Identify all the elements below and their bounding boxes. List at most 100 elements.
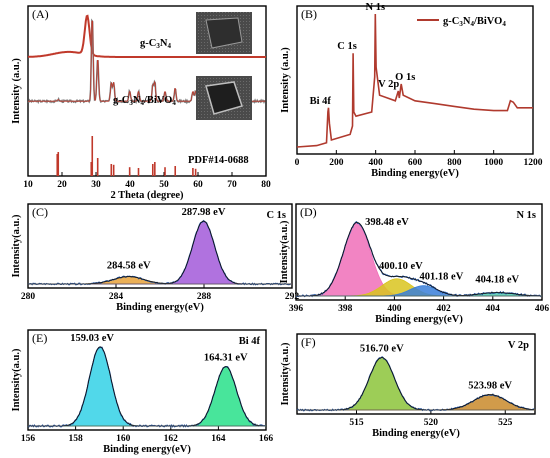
peak-label-d-1: 400.10 eV [379, 261, 423, 272]
x-axis-label-c: Binding energy(eV) [116, 302, 204, 313]
x-tick-label-f-1: 520 [424, 418, 439, 428]
x-tick-label-b-3: 600 [408, 158, 423, 168]
legend-label-s2: 4 [470, 20, 474, 28]
element-label-d: N 1s [516, 210, 536, 221]
x-axis-label-f: Binding energy(eV) [372, 428, 460, 439]
legend-label-s3: 4 [502, 20, 506, 28]
envelope-line-d [296, 222, 542, 297]
peak-annotation-4: O 1s [395, 72, 415, 83]
y-axis-label-c: Intensity(a.u.) [11, 214, 22, 278]
panel-label-a: (A) [32, 7, 49, 21]
sem-particle-gcn [205, 17, 243, 49]
peak-label-c-1: 287.98 eV [182, 207, 226, 218]
envelope-line-c [28, 220, 291, 285]
x-tick-label-a-2: 30 [91, 180, 101, 190]
legend-label: g-C3N4/BiVO4 [443, 16, 506, 28]
panel-frame-d [295, 203, 543, 301]
peak-annotation-1: C 1s [337, 41, 357, 52]
x-tick-label-b-6: 1200 [524, 158, 543, 168]
y-axis-label-e: Intensity(a.u.) [11, 348, 22, 412]
peak-label-c-0: 284.58 eV [107, 261, 151, 272]
element-label-c: C 1s [266, 210, 286, 221]
panel-frame-a [27, 5, 267, 177]
peak-label-e-1: 164.31 eV [204, 353, 248, 364]
series-label-composite-a: g-C [113, 95, 129, 106]
x-tick-label-b-4: 800 [447, 158, 462, 168]
x-tick-label-a-1: 20 [57, 180, 67, 190]
y-axis-label-a: Intensity (a.u.) [11, 58, 22, 124]
x-tick-label-e-5: 166 [259, 434, 274, 444]
x-tick-label-d-5: 406 [535, 304, 550, 314]
element-label-f: V 2p [508, 340, 529, 351]
x-tick-label-e-0: 156 [21, 434, 36, 444]
legend-label-b: N [463, 16, 471, 27]
series-label-gcn-s2: 4 [167, 42, 171, 50]
x-tick-label-e-3: 162 [164, 434, 179, 444]
x-tick-label-b-5: 1000 [484, 158, 503, 168]
series-label-composite-c: /BiVO [143, 95, 172, 106]
panel-label-b: (B) [301, 7, 317, 21]
series-line-gcn [27, 14, 266, 58]
peak-label-d-2: 401.18 eV [420, 272, 464, 283]
legend-label-c: /BiVO [473, 16, 502, 27]
peak-annotation-0: N 1s [365, 2, 385, 13]
x-tick-label-a-7: 80 [261, 180, 271, 190]
element-label-e: Bi 4f [239, 336, 261, 347]
x-axis-label-e: Binding energy(eV) [103, 444, 191, 455]
survey-line [296, 13, 533, 148]
series-label-gcn-b: N [160, 38, 168, 49]
x-tick-label-d-3: 402 [436, 304, 451, 314]
x-tick-label-a-6: 70 [227, 180, 237, 190]
x-axis-label-a: 2 Theta (degree) [110, 190, 184, 201]
series-label-composite-s2: 4 [140, 99, 144, 107]
x-tick-label-c-2: 288 [197, 292, 212, 302]
series-label-composite-s3: 4 [172, 99, 176, 107]
legend-label-a: g-C [443, 16, 459, 27]
panel-label-e: (E) [32, 331, 47, 345]
x-tick-label-b-1: 200 [329, 158, 344, 168]
peak-label-f-0: 516.70 eV [360, 344, 404, 355]
sem-particle-composite [205, 81, 243, 115]
x-tick-label-c-1: 284 [109, 292, 124, 302]
panel-frame-f [296, 333, 536, 415]
x-tick-label-d-0: 396 [289, 304, 304, 314]
x-tick-label-a-0: 10 [23, 180, 33, 190]
peak-annotation-2: Bi 4f [310, 96, 332, 107]
x-tick-label-d-2: 400 [387, 304, 402, 314]
panel-frame-e [27, 329, 267, 431]
series-label-composite: g-C3N4/BiVO4 [113, 95, 176, 107]
reference-label: PDF#14-0688 [188, 155, 249, 166]
peak-label-e-0: 159.03 eV [70, 333, 114, 344]
y-axis-label-f: Intensity(a.u.) [280, 342, 291, 406]
x-tick-label-a-5: 60 [193, 180, 203, 190]
series-label-gcn: g-C3N4 [140, 38, 171, 50]
peak-label-f-1: 523.98 eV [468, 381, 512, 392]
x-tick-label-d-4: 404 [486, 304, 501, 314]
panel-label-f: (F) [301, 335, 316, 349]
x-tick-label-e-2: 160 [116, 434, 131, 444]
legend-label-s1: 3 [459, 20, 463, 28]
x-tick-label-d-1: 398 [338, 304, 353, 314]
peak-annotation-3: V 2p [378, 79, 399, 90]
peak-label-d-0: 398.48 eV [365, 217, 409, 228]
x-tick-label-a-4: 50 [159, 180, 169, 190]
panel-label-c: (C) [32, 205, 48, 219]
x-tick-label-c-3: 292 [285, 292, 300, 302]
raw-line-c [27, 219, 292, 286]
peak-area-e-1 [28, 366, 267, 427]
x-tick-label-f-0: 515 [349, 418, 364, 428]
x-tick-label-e-1: 158 [68, 434, 83, 444]
x-tick-label-f-2: 525 [498, 418, 513, 428]
series-label-gcn-a: g-C [140, 38, 156, 49]
x-axis-label-b: Binding energy(eV) [371, 168, 459, 179]
y-axis-label-d: Intensity(a.u.) [279, 220, 290, 284]
y-axis-label-b: Intensity (a.u.) [280, 47, 291, 113]
series-label-gcn-s1: 3 [156, 42, 160, 50]
panel-frame-c [27, 203, 293, 289]
x-tick-label-c-0: 280 [21, 292, 36, 302]
panel-label-d: (D) [300, 205, 317, 219]
peak-area-c-1 [28, 220, 292, 285]
x-tick-label-b-0: 0 [295, 158, 300, 168]
